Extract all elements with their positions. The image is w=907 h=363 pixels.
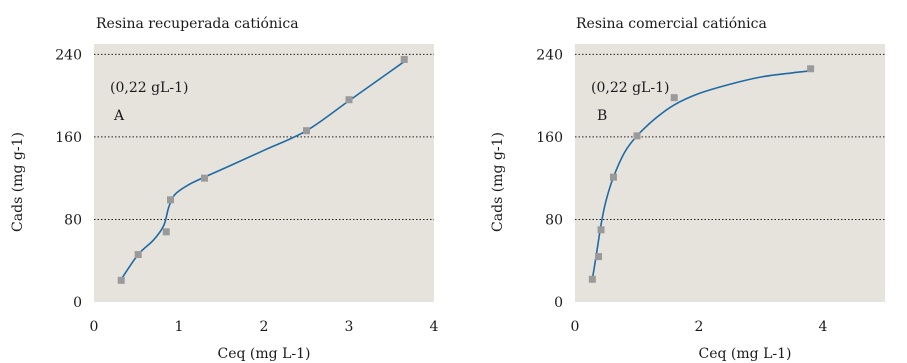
y-tick-label-0: 0 — [554, 295, 563, 311]
data-point — [595, 253, 603, 261]
data-point — [303, 127, 310, 135]
y-tick-label-0: 0 — [73, 295, 82, 311]
y-ticks-b: 0 80 160 240 — [536, 47, 563, 311]
chart-title-b: Resina comercial catiónica — [576, 16, 767, 32]
plot-area-a — [94, 44, 434, 302]
data-point — [201, 174, 208, 182]
chart-panel-b: Resina comercial catiónica 0 80 160 240 0 2 4… — [490, 16, 885, 362]
data-point — [588, 275, 596, 283]
annotation-panel-letter-a: A — [113, 108, 125, 124]
data-point — [400, 55, 408, 63]
annotation-concentration-a: (0,22 gL-1) — [110, 80, 188, 96]
data-point — [670, 94, 678, 102]
x-ticks-a: 0 1 2 3 4 — [90, 319, 439, 335]
x-axis-label-b: Ceq (mg L-1) — [699, 346, 792, 362]
data-points-a — [117, 55, 408, 284]
data-point — [345, 96, 353, 104]
grid-b — [575, 53, 885, 220]
y-tick-label-240: 240 — [55, 47, 82, 63]
x-axis-label-a: Ceq (mg L-1) — [218, 346, 311, 362]
fit-curve-b — [591, 70, 811, 280]
x-tick-label-4: 4 — [430, 319, 439, 335]
y-tick-label-240: 240 — [536, 47, 563, 63]
plot-area-b — [575, 44, 885, 302]
x-tick-label-2: 2 — [260, 319, 269, 335]
data-point — [609, 173, 617, 181]
x-tick-label-1: 1 — [175, 319, 184, 335]
y-tick-label-80: 80 — [545, 212, 563, 228]
x-tick-label-2: 2 — [695, 319, 704, 335]
x-tick-label-0: 0 — [90, 319, 99, 335]
data-points-b — [588, 65, 815, 283]
data-point — [597, 226, 605, 234]
data-point — [807, 65, 815, 73]
y-tick-label-80: 80 — [64, 212, 82, 228]
data-point — [117, 276, 125, 284]
x-tick-label-0: 0 — [571, 319, 580, 335]
chart-panel-a: Resina recuperada catiónica 0 80 160 240 0 1… — [10, 16, 439, 362]
x-tick-label-3: 3 — [345, 319, 354, 335]
annotation-panel-letter-b: B — [597, 108, 607, 124]
y-axis-label-b: Cads (mg g-1) — [490, 132, 506, 232]
y-tick-label-160: 160 — [55, 130, 82, 146]
data-point — [162, 228, 170, 236]
y-axis-label-a: Cads (mg g-1) — [10, 132, 26, 232]
y-tick-label-160: 160 — [536, 130, 563, 146]
data-point — [167, 196, 174, 204]
data-point — [633, 132, 641, 140]
y-ticks-a: 0 80 160 240 — [55, 47, 82, 311]
data-point — [134, 251, 142, 259]
x-ticks-b: 0 2 4 — [571, 319, 828, 335]
annotation-concentration-b: (0,22 gL-1) — [591, 80, 669, 96]
chart-title-a: Resina recuperada catiónica — [96, 16, 299, 32]
x-tick-label-4: 4 — [819, 319, 828, 335]
grid-a — [94, 53, 434, 220]
